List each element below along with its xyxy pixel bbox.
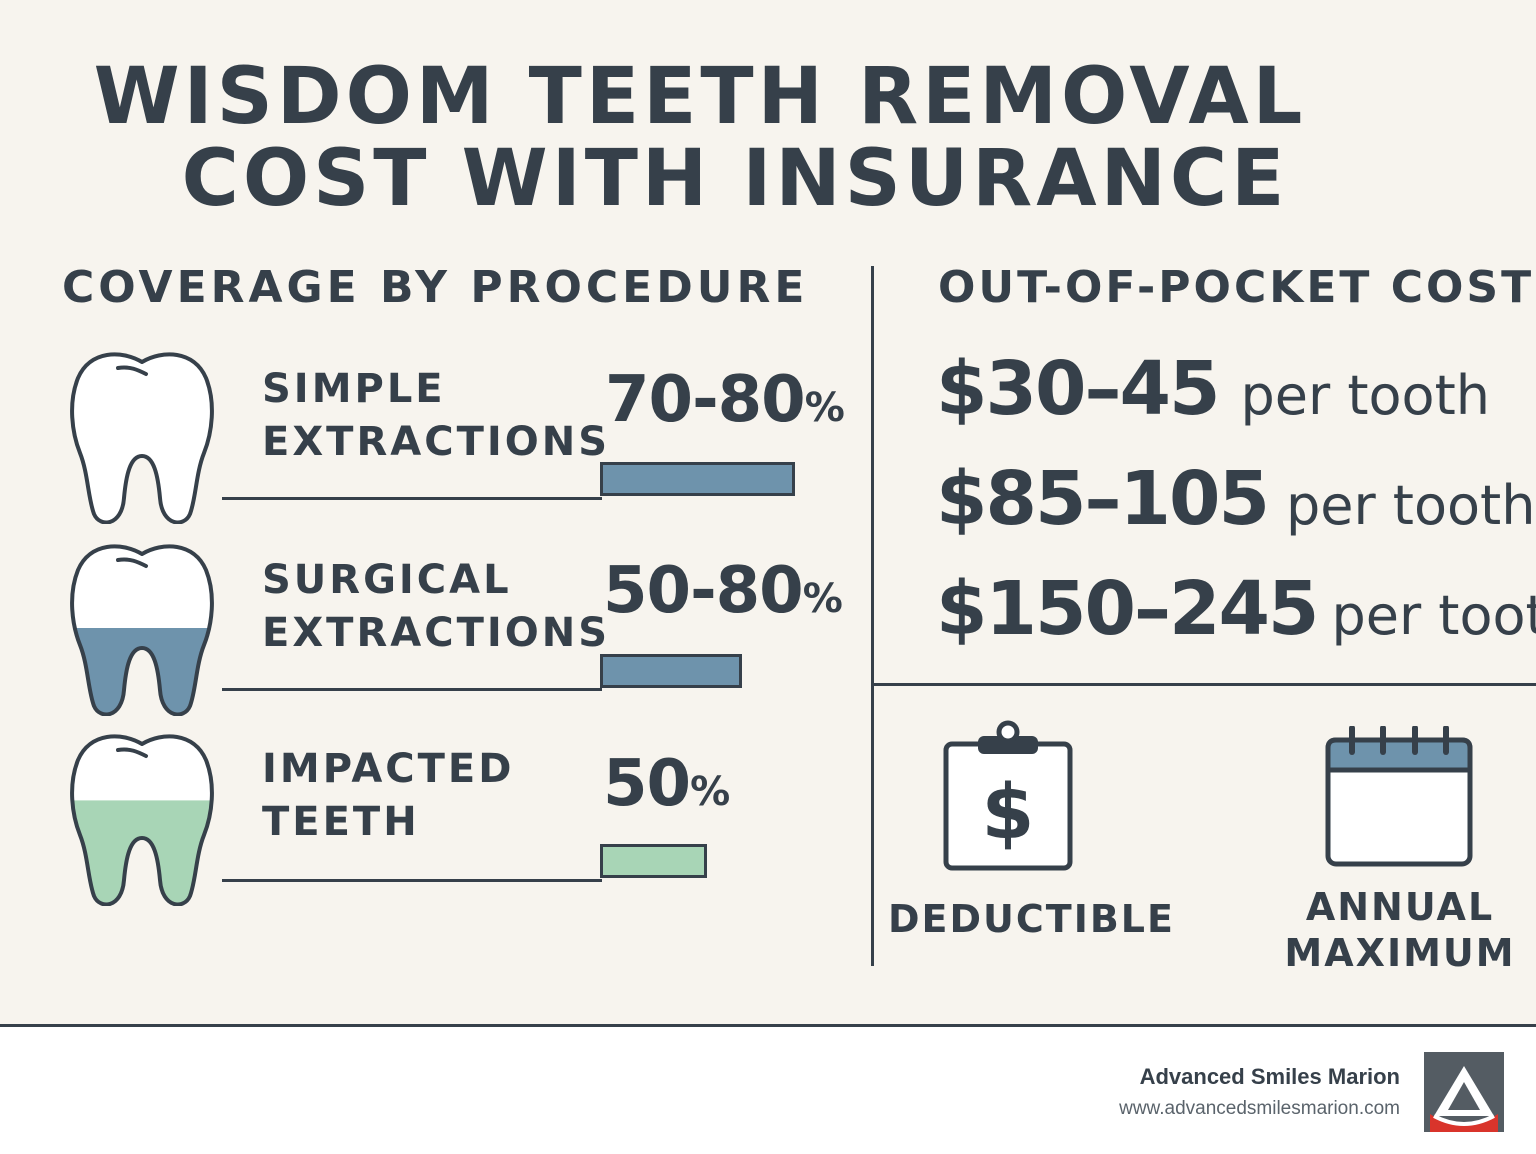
advanced-smiles-logo-icon (1424, 1052, 1504, 1132)
coverage-baseline (222, 497, 602, 500)
tooth-icon (70, 544, 214, 716)
coverage-bar (600, 654, 742, 688)
coverage-percent: 70-80% (605, 363, 845, 437)
page-title-line-2: COST WITH INSURANCE (181, 134, 1289, 224)
cost-row: $85–105 per tooth (936, 462, 1535, 536)
coverage-label-line1: IMPACTED (262, 746, 515, 792)
annual-maximum-label-line1: ANNUAL (1305, 885, 1495, 929)
page-title-line-1: WISDOM TEETH REMOVAL (93, 52, 1307, 142)
cost-row: $30–45 per tooth (936, 352, 1490, 426)
coverage-bar (600, 462, 795, 496)
coverage-label-line2: EXTRACTIONS (262, 610, 611, 656)
coverage-label-line1: SIMPLE (262, 366, 446, 412)
coverage-baseline (222, 688, 602, 691)
annual-maximum-label: ANNUAL MAXIMUM (1268, 884, 1532, 976)
deductible-label: DEDUCTIBLE (888, 897, 1175, 941)
coverage-label-line1: SURGICAL (262, 557, 512, 603)
tooth-icon (70, 352, 214, 524)
clipboard-dollar-icon: $ (943, 720, 1073, 871)
coverage-bar (600, 844, 707, 878)
calendar-icon (1325, 726, 1473, 867)
brand-name: Advanced Smiles Marion (1139, 1064, 1400, 1089)
coverage-percent: 50% (603, 747, 730, 821)
tooth-icon (70, 734, 214, 906)
cost-amount: $30–45 (936, 346, 1220, 432)
cost-unit: per tooth (1285, 474, 1536, 537)
coverage-label-line2: EXTRACTIONS (262, 419, 611, 465)
horizontal-divider (874, 683, 1536, 686)
brand-url[interactable]: www.advancedsmilesmarion.com (1119, 1098, 1400, 1119)
out-of-pocket-heading: OUT-OF-POCKET COST (938, 262, 1535, 313)
coverage-percent: 50-80% (603, 554, 843, 628)
cost-unit: per tooth (1331, 584, 1536, 647)
cost-amount: $85–105 (936, 456, 1270, 542)
footer (0, 1024, 1536, 1154)
cost-unit: per tooth (1240, 364, 1490, 427)
coverage-label-line2: TEETH (262, 799, 420, 845)
annual-maximum-label-line2: MAXIMUM (1284, 931, 1516, 975)
dollar-symbol: $ (982, 767, 1035, 856)
cost-amount: $150–245 (936, 566, 1319, 652)
vertical-divider (871, 266, 874, 966)
coverage-baseline (222, 879, 602, 882)
coverage-heading: COVERAGE BY PROCEDURE (62, 262, 809, 313)
